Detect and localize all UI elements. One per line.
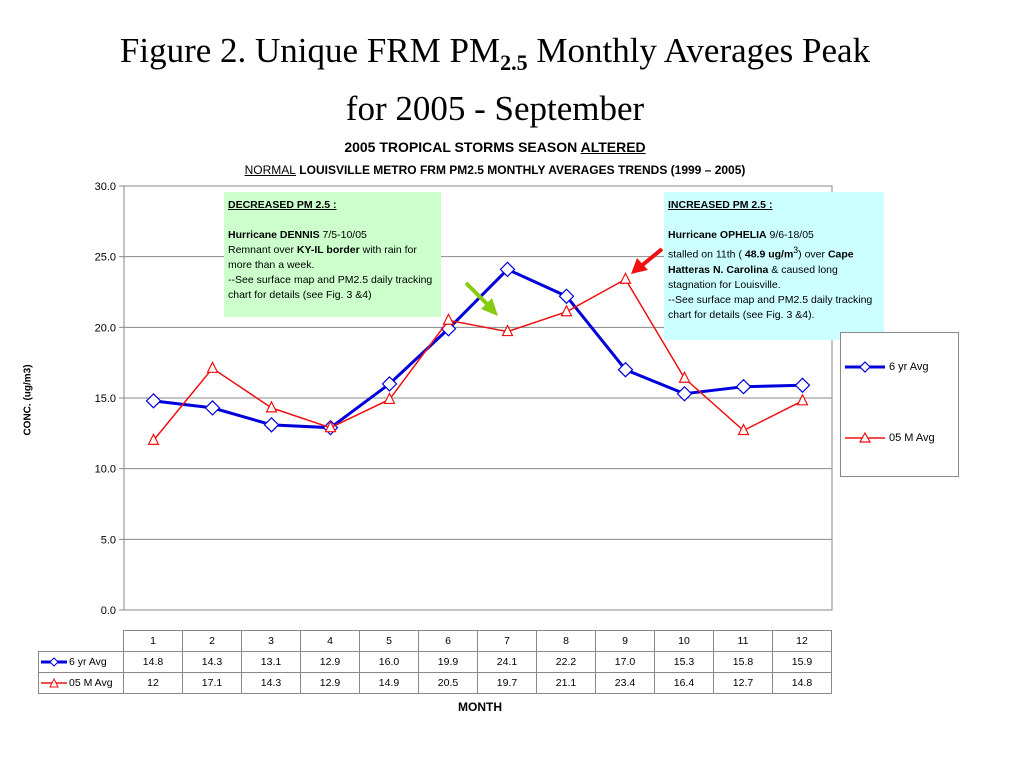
data-point: [676, 385, 693, 402]
table-cell: 12.9: [300, 651, 360, 673]
annotation-arrow-head: [481, 298, 498, 316]
legend-item-05m: 05 M Avg: [841, 432, 935, 444]
table-header-cell: 8: [536, 630, 596, 652]
table-cell: 14.3: [182, 651, 242, 673]
x-axis-label: MONTH: [458, 700, 502, 714]
table-header-cell: 3: [241, 630, 301, 652]
table-cell: 19.7: [477, 672, 537, 694]
data-point: [381, 376, 398, 392]
table-cell: 12.9: [300, 672, 360, 694]
table-cell: 14.8: [772, 672, 832, 694]
y-tick-label: 10.0: [95, 464, 116, 476]
data-point: [737, 423, 750, 436]
table-header-cell: 5: [359, 630, 419, 652]
data-point: [560, 304, 573, 317]
chart-subtitle: NORMAL LOUISVILLE METRO FRM PM2.5 MONTHL…: [244, 163, 746, 177]
annotation-arrow-head: [631, 258, 648, 274]
data-point: [263, 417, 280, 433]
table-header-cell: 6: [418, 630, 478, 652]
table-header-cell: 1: [123, 630, 183, 652]
table-cell: 15.9: [772, 651, 832, 673]
table-header-cell: 2: [182, 630, 242, 652]
table-cell: 14.3: [241, 672, 301, 694]
table-cell: 16.0: [359, 651, 419, 673]
table-cell: 15.3: [654, 651, 714, 673]
table-cell: 12.7: [713, 672, 773, 694]
data-table: 1 2 3 4 5 6 7 8 9 10 11 12 6 yr Avg 14.8 14.3 13.1 12.9…: [38, 630, 832, 694]
table-cell: 21.1: [536, 672, 596, 694]
y-tick-label: 20.0: [95, 322, 116, 334]
data-point: [147, 433, 160, 445]
data-point: [617, 361, 634, 378]
data-point: [501, 324, 514, 337]
table-cell: 19.9: [418, 651, 478, 673]
table-cell: 20.5: [418, 672, 478, 694]
table-cell: 12: [123, 672, 183, 694]
chart-legend: 6 yr Avg 05 M Avg: [840, 332, 959, 477]
y-tick-label: 25.0: [95, 252, 116, 264]
table-cell: 14.9: [359, 672, 419, 694]
legend-item-6yr: 6 yr Avg: [841, 361, 929, 373]
y-tick-label: 5.0: [101, 534, 116, 546]
table-cell: 17.1: [182, 672, 242, 694]
annotation-arrow: [464, 281, 492, 309]
annotation-arrow: [638, 247, 664, 269]
table-cell: 22.2: [536, 651, 596, 673]
data-point: [145, 392, 162, 409]
data-point: [383, 392, 396, 405]
legend-marker-triangle: [845, 432, 885, 443]
table-header-cell: 4: [300, 630, 360, 652]
y-tick-label: 0.0: [101, 605, 116, 617]
data-point: [499, 261, 516, 278]
table-cell: 14.8: [123, 651, 183, 673]
table-corner: [38, 630, 124, 652]
data-point: [204, 400, 221, 416]
y-tick-label: 15.0: [95, 393, 116, 405]
table-header-cell: 9: [595, 630, 655, 652]
data-point: [442, 312, 455, 325]
data-point: [735, 378, 752, 395]
table-header-cell: 11: [713, 630, 773, 652]
table-cell: 17.0: [595, 651, 655, 673]
table-row-label-6yr: 6 yr Avg: [38, 651, 124, 673]
series-line: [152, 278, 803, 441]
table-row-label-05m: 05 M Avg: [38, 672, 124, 694]
data-point: [796, 393, 809, 406]
table-cell: 15.8: [713, 651, 773, 673]
annotation-increased: INCREASED PM 2.5 : Hurricane OPHELIA 9/6…: [664, 192, 884, 340]
data-point: [794, 377, 811, 394]
data-point: [206, 360, 219, 373]
table-cell: 16.4: [654, 672, 714, 694]
table-cell: 23.4: [595, 672, 655, 694]
table-header-cell: 12: [772, 630, 832, 652]
table-cell: 24.1: [477, 651, 537, 673]
legend-marker-diamond: [845, 361, 885, 373]
y-tick-label: 30.0: [95, 181, 116, 193]
series-line: [153, 267, 803, 430]
data-point: [324, 420, 337, 433]
table-header-cell: 10: [654, 630, 714, 652]
y-axis-label: CONC. (ug/m3): [22, 364, 34, 436]
data-point: [265, 400, 278, 413]
chart-title: 2005 TROPICAL STORMS SEASON ALTERED: [344, 139, 646, 155]
data-point: [619, 271, 632, 284]
data-point: [558, 288, 575, 305]
annotation-decreased: DECREASED PM 2.5 : Hurricane DENNIS 7/5-…: [224, 192, 441, 317]
figure-title: Figure 2. Unique FRM PM2.5 Monthly Avera…: [119, 31, 871, 128]
table-header-cell: 7: [477, 630, 537, 652]
table-cell: 13.1: [241, 651, 301, 673]
data-point: [678, 370, 691, 383]
